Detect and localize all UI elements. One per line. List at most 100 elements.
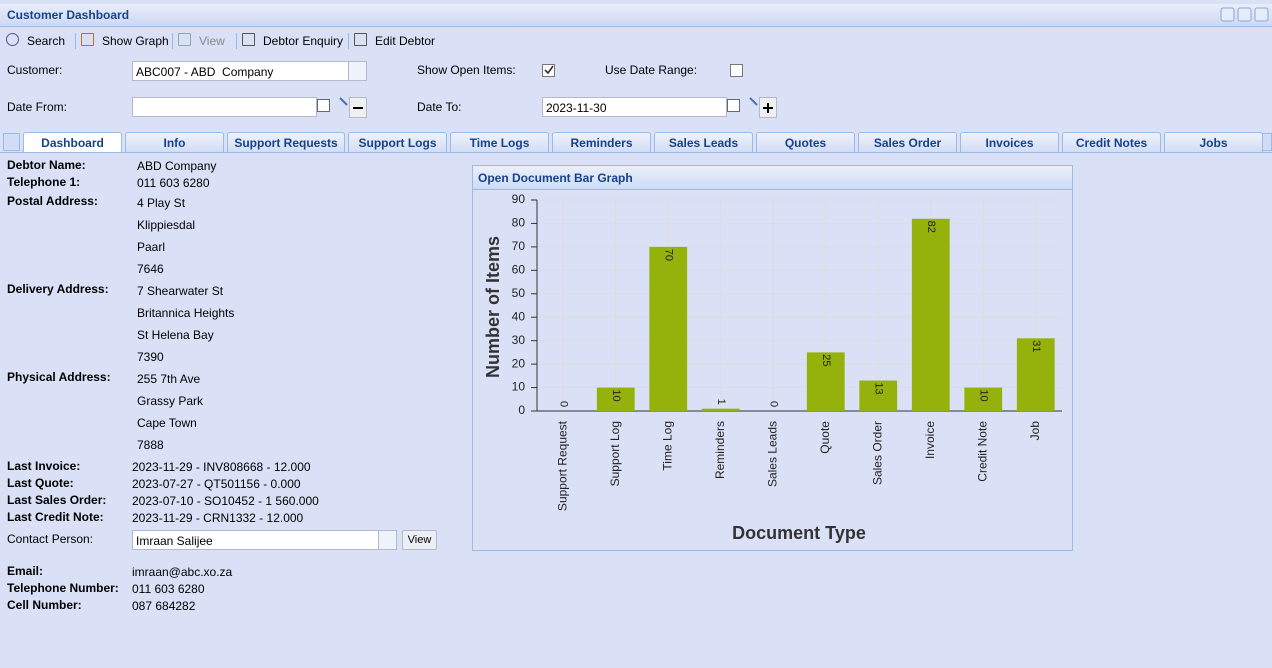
value-label: 70 bbox=[662, 249, 674, 261]
combo-trigger[interactable] bbox=[348, 61, 367, 81]
detail-value: 7888 bbox=[137, 438, 164, 452]
toolbar-icon[interactable] bbox=[81, 33, 94, 46]
detail-label: Telephone Number: bbox=[7, 581, 119, 595]
window-tools[interactable] bbox=[1220, 7, 1270, 23]
tab[interactable]: Jobs bbox=[1164, 132, 1263, 152]
detail-value: 011 603 6280 bbox=[132, 582, 205, 596]
y-tick-label: 0 bbox=[518, 403, 525, 417]
tab[interactable]: Time Logs bbox=[450, 132, 549, 152]
clear-button[interactable] bbox=[332, 97, 348, 113]
combo[interactable]: Imraan Salijee bbox=[132, 530, 397, 550]
step-button[interactable] bbox=[349, 97, 367, 118]
detail-label: Email: bbox=[7, 564, 43, 578]
detail-value: 7646 bbox=[137, 262, 164, 276]
detail-value: Britannica Heights bbox=[137, 306, 234, 320]
label: Use Date Range: bbox=[605, 63, 697, 77]
detail-value: Klippiesdal bbox=[137, 218, 195, 232]
y-tick-label: 90 bbox=[512, 192, 526, 206]
tab[interactable]: Dashboard bbox=[23, 132, 122, 152]
detail-value: 087 684282 bbox=[132, 599, 195, 613]
x-tick-label: Sales Leads bbox=[765, 421, 779, 487]
toolbar-button[interactable]: Debtor Enquiry bbox=[263, 34, 343, 48]
detail-label: Debtor Name: bbox=[7, 158, 86, 172]
toolbar-button[interactable]: Search bbox=[27, 34, 65, 48]
label: Date From: bbox=[7, 100, 67, 114]
value-label: 0 bbox=[767, 401, 779, 407]
x-tick-label: Job bbox=[1028, 421, 1042, 441]
label: Date To: bbox=[417, 100, 461, 114]
clear-button[interactable] bbox=[742, 97, 758, 113]
value-label: 10 bbox=[977, 389, 989, 401]
detail-label: Postal Address: bbox=[7, 194, 98, 208]
toolbar-separator bbox=[348, 33, 349, 49]
checkbox[interactable] bbox=[542, 64, 555, 77]
view-button[interactable]: View bbox=[402, 530, 437, 550]
x-tick-label: Quote bbox=[818, 421, 832, 454]
toolbar-icon[interactable] bbox=[6, 33, 19, 46]
detail-value: Paarl bbox=[137, 240, 165, 254]
bar bbox=[649, 247, 687, 411]
date-field[interactable]: 2023-11-30 bbox=[542, 97, 727, 117]
x-tick-label: Time Log bbox=[660, 421, 674, 471]
detail-value: 255 7th Ave bbox=[137, 372, 200, 386]
bar bbox=[702, 409, 740, 411]
toolbar-button[interactable]: View bbox=[199, 34, 225, 48]
toolbar-button[interactable]: Edit Debtor bbox=[375, 34, 435, 48]
value-label: 1 bbox=[715, 399, 727, 405]
toolbar-icon[interactable] bbox=[178, 33, 191, 46]
step-button[interactable] bbox=[759, 97, 777, 118]
bar bbox=[912, 219, 950, 411]
detail-label: Telephone 1: bbox=[7, 175, 80, 189]
tab[interactable]: Support Requests bbox=[227, 132, 345, 152]
bar-chart: 01020304050607080900Support Request10Sup… bbox=[473, 189, 1072, 550]
combo[interactable]: ABC007 - ABD Company bbox=[132, 61, 367, 81]
label: Show Open Items: bbox=[417, 63, 516, 77]
detail-value: Cape Town bbox=[137, 416, 197, 430]
tab[interactable]: Info bbox=[125, 132, 224, 152]
tab[interactable]: Sales Leads bbox=[654, 132, 753, 152]
x-tick-label: Support Request bbox=[555, 420, 569, 511]
tab[interactable]: Quotes bbox=[756, 132, 855, 152]
detail-value: 4 Play St bbox=[137, 196, 185, 210]
date-picker[interactable] bbox=[727, 99, 740, 112]
tab[interactable]: Sales Order bbox=[858, 132, 957, 152]
x-tick-label: Support Log bbox=[608, 421, 622, 486]
value-label: 10 bbox=[610, 389, 622, 401]
label: Customer: bbox=[7, 63, 62, 77]
detail-value: ABD Company bbox=[137, 159, 216, 173]
tab[interactable]: Reminders bbox=[552, 132, 651, 152]
tab-scroll-left[interactable] bbox=[3, 133, 20, 151]
y-tick-label: 80 bbox=[512, 216, 526, 230]
detail-value: 2023-07-10 - SO10452 - 1 560.000 bbox=[132, 494, 319, 508]
detail-value: Grassy Park bbox=[137, 394, 203, 408]
toolbar-icon[interactable] bbox=[242, 33, 255, 46]
tab[interactable]: Credit Notes bbox=[1062, 132, 1161, 152]
detail-label: Last Sales Order: bbox=[7, 493, 106, 507]
y-tick-label: 40 bbox=[512, 309, 526, 323]
x-tick-label: Reminders bbox=[713, 421, 727, 479]
label: Contact Person: bbox=[7, 532, 93, 546]
detail-label: Cell Number: bbox=[7, 598, 82, 612]
detail-value: 7390 bbox=[137, 350, 164, 364]
x-tick-label: Credit Note bbox=[975, 421, 989, 482]
toolbar-button[interactable]: Show Graph bbox=[102, 34, 169, 48]
date-field[interactable] bbox=[132, 97, 317, 117]
detail-value: 2023-11-29 - CRN1332 - 12.000 bbox=[132, 511, 303, 525]
toolbar-icon[interactable] bbox=[354, 33, 367, 46]
checkbox[interactable] bbox=[730, 64, 743, 77]
header-bar: Customer Dashboard bbox=[0, 4, 1272, 27]
y-tick-label: 50 bbox=[512, 286, 526, 300]
step-icon bbox=[760, 98, 776, 117]
value-label: 25 bbox=[820, 354, 832, 366]
date-picker[interactable] bbox=[317, 99, 330, 112]
combo-trigger[interactable] bbox=[378, 530, 397, 550]
tab[interactable]: Invoices bbox=[960, 132, 1059, 152]
toolbar-separator bbox=[236, 33, 237, 49]
detail-value: 2023-07-27 - QT501156 - 0.000 bbox=[132, 477, 301, 491]
y-tick-label: 10 bbox=[512, 380, 526, 394]
x-tick-label: Sales Order bbox=[870, 421, 884, 485]
graph-panel-header: Open Document Bar Graph bbox=[473, 166, 1072, 190]
tab[interactable]: Support Logs bbox=[348, 132, 447, 152]
value-label: 13 bbox=[872, 382, 884, 394]
